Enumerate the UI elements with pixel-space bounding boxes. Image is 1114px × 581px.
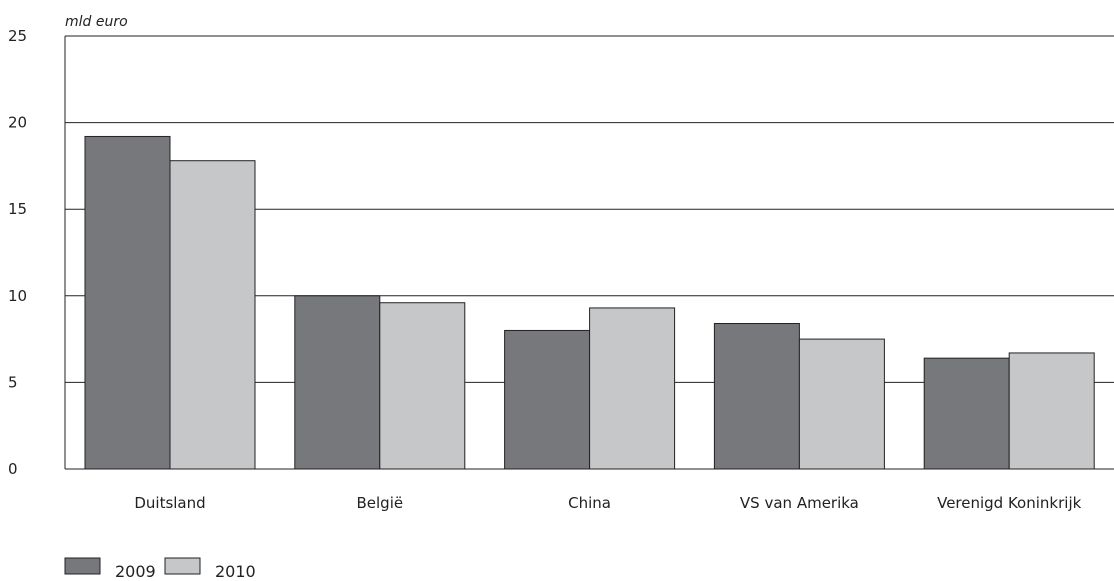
bar-2009-België — [294, 295, 381, 470]
bar-2009-Duitsland — [84, 135, 171, 470]
bar-2009-Verenigd Koninkrijk — [923, 357, 1010, 470]
y-tick-label-15: 15 — [8, 200, 27, 218]
legend-label-2010: 2010 — [215, 562, 256, 581]
y-tick-label-5: 5 — [8, 373, 18, 391]
legend-swatch-2009 — [64, 557, 101, 575]
bar-2010-Verenigd Koninkrijk — [1008, 352, 1095, 470]
legend-swatch-2010 — [164, 557, 201, 575]
legend-label-2009: 2009 — [115, 562, 156, 581]
x-category-label: België — [356, 494, 403, 512]
y-axis-unit-label: mld euro — [65, 14, 128, 30]
x-axis-categories: Duitsland België China VS van Amerika Vereni… — [134, 494, 1081, 512]
y-tick-label-20: 20 — [8, 114, 27, 132]
bar-2010-België — [379, 302, 466, 470]
y-tick-label-10: 10 — [8, 287, 27, 305]
x-category-label: China — [568, 494, 611, 512]
x-category-label: Duitsland — [134, 494, 205, 512]
legend: 2009 2010 — [64, 557, 256, 581]
x-category-label: Verenigd Koninkrijk — [937, 494, 1082, 512]
bars — [84, 135, 1095, 470]
x-category-label: VS van Amerika — [740, 494, 859, 512]
bar-2010-China — [589, 307, 676, 470]
y-axis-ticks: 0 5 10 15 20 25 — [8, 27, 27, 478]
bar-2009-China — [504, 329, 591, 470]
bar-2010-VS van Amerika — [798, 338, 885, 470]
y-tick-label-0: 0 — [8, 460, 18, 478]
bar-2010-Duitsland — [169, 160, 256, 470]
bar-2009-VS van Amerika — [713, 323, 800, 470]
y-tick-label-25: 25 — [8, 27, 27, 45]
